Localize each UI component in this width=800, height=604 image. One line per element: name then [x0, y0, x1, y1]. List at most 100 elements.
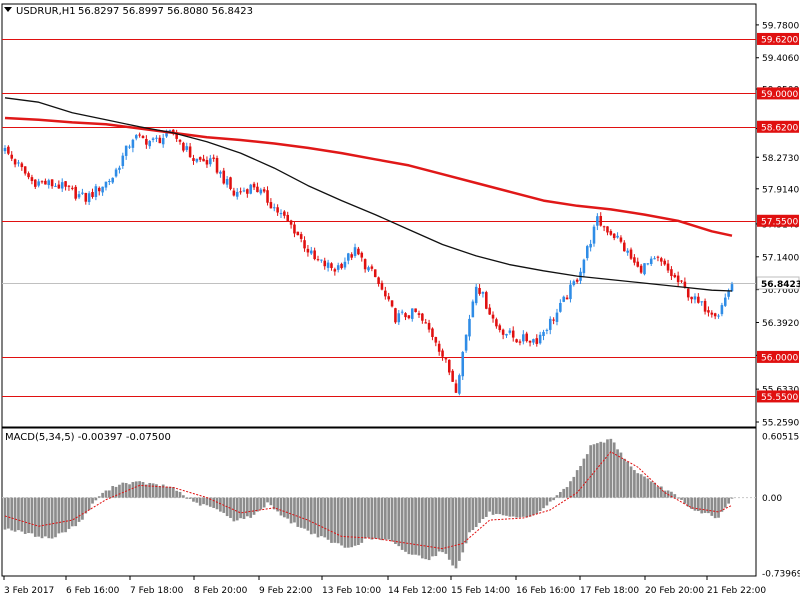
candle-body	[723, 297, 727, 306]
candle-body	[71, 187, 74, 189]
candle-body	[394, 308, 397, 323]
candle-body	[552, 319, 555, 321]
candle-body	[333, 269, 337, 272]
time-tick-label: 8 Feb 20:00	[194, 586, 248, 596]
macd-histogram-bar	[521, 497, 525, 517]
macd-histogram-bar	[501, 497, 505, 516]
candle-body	[404, 313, 407, 318]
macd-histogram-bar	[592, 444, 596, 498]
macd-histogram-bar	[188, 497, 192, 499]
macd-histogram-bar	[538, 497, 542, 511]
macd-histogram-bar	[636, 473, 640, 498]
macd-histogram-bar	[434, 497, 438, 557]
candle-body	[40, 181, 44, 183]
macd-histogram-bar	[212, 497, 216, 508]
macd-histogram-bar	[390, 497, 394, 542]
candle-body	[414, 308, 417, 313]
macd-histogram-bar	[373, 497, 377, 539]
macd-histogram-bar	[316, 497, 320, 538]
candle-body	[340, 263, 343, 269]
candle-body	[670, 269, 673, 277]
candle-body	[336, 265, 340, 270]
macd-histogram-bar	[441, 497, 444, 553]
candle-body	[639, 265, 643, 273]
time-tick-label: 3 Feb 2017	[4, 586, 54, 596]
macd-histogram-bar	[145, 484, 148, 498]
macd-histogram-bar	[151, 483, 155, 498]
macd-histogram-bar	[30, 497, 34, 534]
time-tick-label: 14 Feb 12:00	[388, 586, 447, 596]
macd-histogram-bar	[572, 476, 576, 498]
macd-histogram-bar	[360, 497, 364, 543]
level-price-tag	[757, 390, 799, 403]
candle-body	[612, 233, 616, 239]
macd-histogram-bar	[13, 497, 17, 532]
candle-body	[212, 157, 215, 159]
candle-body	[585, 246, 589, 259]
dropdown-triangle-icon[interactable]	[4, 7, 12, 12]
macd-histogram-bar	[346, 497, 350, 548]
candle-body	[673, 274, 677, 278]
level-price-label: 59.0000	[761, 90, 798, 100]
candle-body	[633, 257, 636, 263]
candle-body	[485, 292, 488, 309]
macd-histogram-bar	[104, 490, 108, 498]
macd-histogram-bar	[10, 497, 14, 531]
candle-body	[266, 190, 269, 203]
macd-histogram-bar	[612, 442, 616, 498]
macd-histogram-bar	[219, 497, 222, 512]
candle-body	[606, 226, 609, 233]
candle-body	[225, 179, 229, 185]
candle-body	[663, 260, 666, 265]
candle-body	[50, 179, 54, 187]
macd-histogram-bar	[552, 497, 555, 501]
candle-body	[81, 192, 84, 194]
candle-body	[313, 250, 316, 260]
macd-histogram-bar	[659, 486, 663, 498]
candle-body	[158, 137, 162, 144]
candle-body	[172, 129, 175, 134]
macd-histogram-bar	[680, 497, 683, 500]
macd-histogram-bar	[128, 484, 131, 498]
candle-body	[451, 370, 454, 382]
candle-body	[222, 170, 226, 184]
macd-histogram-bar	[451, 497, 454, 566]
macd-histogram-bar	[619, 452, 623, 498]
macd-histogram-bar	[703, 497, 707, 513]
macd-histogram-bar	[387, 497, 391, 540]
macd-histogram-bar	[447, 497, 451, 560]
candle-body	[522, 334, 525, 342]
candle-body	[219, 171, 222, 174]
candle-body	[592, 226, 596, 244]
candle-body	[515, 339, 518, 343]
macd-histogram-bar	[74, 497, 78, 527]
macd-tick-label: 0.00	[762, 494, 782, 504]
macd-histogram-bar	[491, 497, 495, 515]
candle-body	[44, 180, 47, 185]
candle-body	[602, 226, 606, 228]
macd-histogram-bar	[532, 497, 535, 515]
macd-histogram-bar	[245, 497, 249, 517]
macd-histogram-bar	[565, 487, 569, 498]
macd-histogram-bar	[417, 497, 421, 556]
macd-histogram-bar	[710, 497, 714, 516]
candle-body	[182, 142, 185, 151]
candle-body	[3, 147, 7, 152]
macd-histogram-bar	[198, 497, 202, 506]
macd-histogram-bar	[353, 497, 357, 546]
level-price-label: 59.6200	[761, 35, 798, 45]
macd-histogram-bar	[269, 497, 273, 506]
macd-histogram-bar	[481, 497, 485, 520]
macd-histogram-bar	[656, 486, 660, 498]
candle-body	[387, 296, 390, 300]
macd-histogram-bar	[622, 458, 626, 498]
macd-tick-label: 0.60515	[762, 433, 799, 443]
candle-body	[272, 207, 276, 209]
candle-body	[276, 207, 279, 213]
candle-body	[91, 191, 94, 197]
candle-body	[700, 301, 703, 303]
macd-histogram-bar	[700, 497, 704, 514]
candle-body	[528, 340, 532, 343]
macd-histogram-bar	[498, 497, 502, 515]
